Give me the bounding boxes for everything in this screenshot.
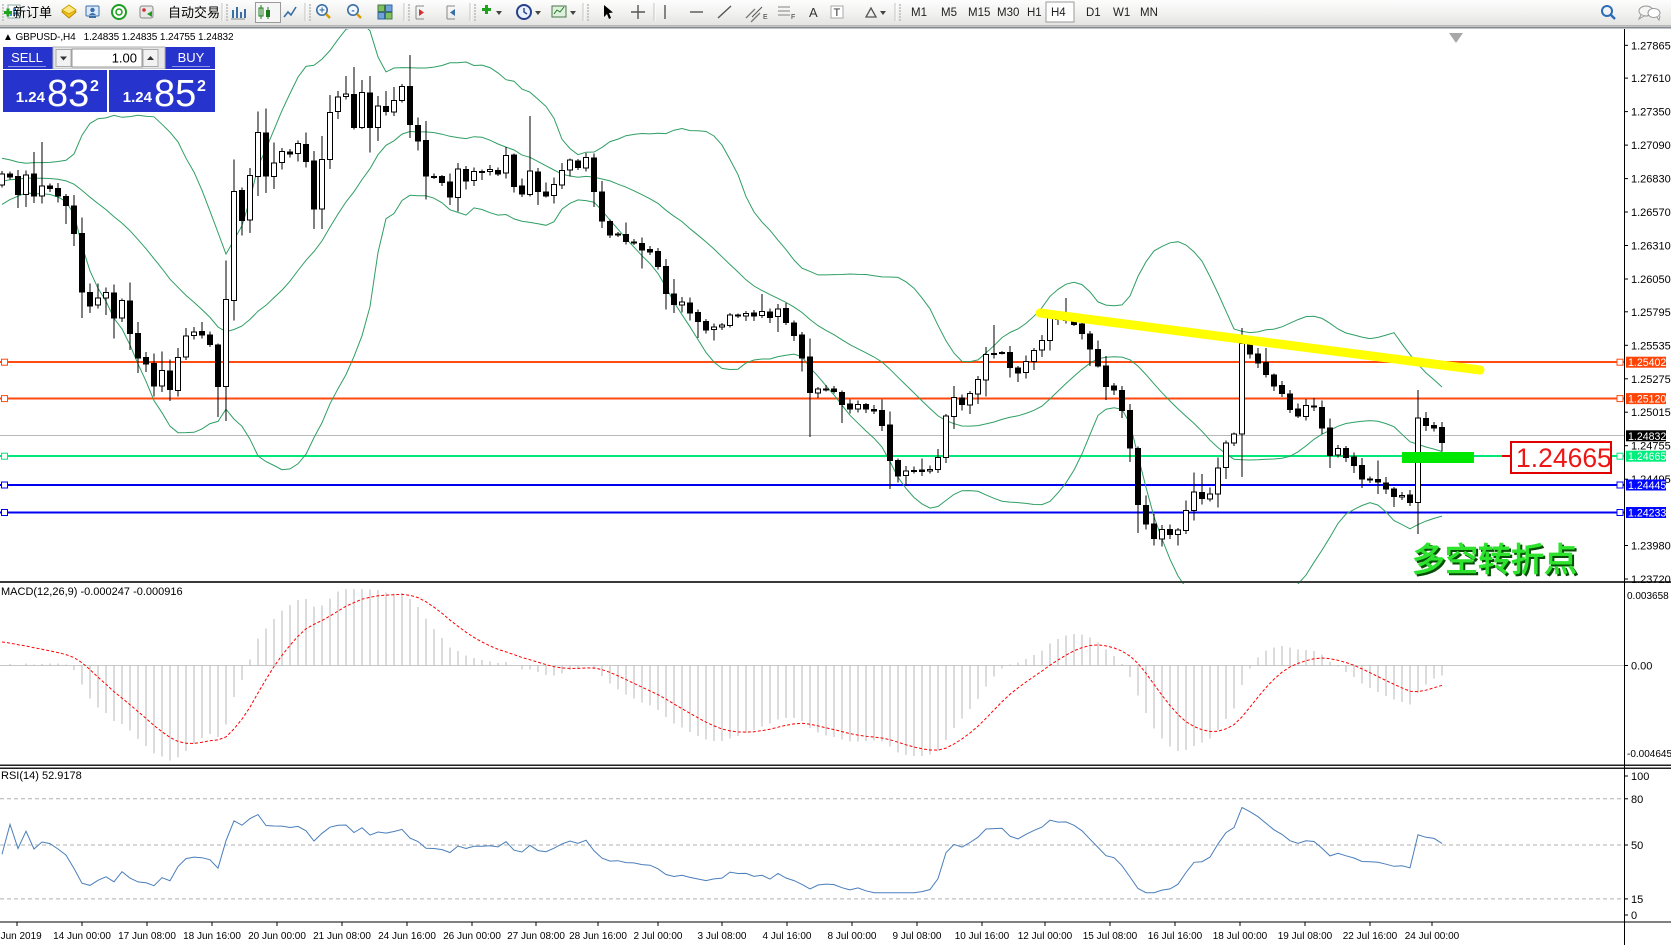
svg-text:1.25402: 1.25402 <box>1628 357 1666 369</box>
svg-text:1.26830: 1.26830 <box>1631 174 1671 186</box>
svg-text:M1: M1 <box>911 7 927 19</box>
svg-text:MN: MN <box>1140 7 1158 19</box>
svg-text:1.24755: 1.24755 <box>1631 441 1671 453</box>
svg-text:+: + <box>319 6 325 17</box>
svg-text:85: 85 <box>154 73 196 115</box>
svg-text:1.25015: 1.25015 <box>1631 407 1671 419</box>
svg-text:H4: H4 <box>1051 7 1066 19</box>
svg-text:M5: M5 <box>941 7 957 19</box>
svg-text:80: 80 <box>1631 794 1643 806</box>
svg-text:1.27865: 1.27865 <box>1631 40 1671 52</box>
svg-text:20 Jun 00:00: 20 Jun 00:00 <box>248 931 306 942</box>
svg-text:▲ GBPUSD-,H4 1.24835 1.24835: ▲ GBPUSD-,H4 1.24835 1.24835 1.24755 1.2… <box>3 32 234 43</box>
svg-text:1.27610: 1.27610 <box>1631 73 1671 85</box>
svg-text:3 Jul 08:00: 3 Jul 08:00 <box>698 931 747 942</box>
svg-text:8 Jul 00:00: 8 Jul 00:00 <box>828 931 877 942</box>
svg-text:24 Jun 16:00: 24 Jun 16:00 <box>378 931 436 942</box>
svg-text:2: 2 <box>90 78 99 95</box>
svg-text:1.26050: 1.26050 <box>1631 274 1671 286</box>
svg-text:1.23980: 1.23980 <box>1631 541 1671 553</box>
svg-text:M30: M30 <box>997 7 1019 19</box>
svg-text:M15: M15 <box>968 7 990 19</box>
svg-text:1.24445: 1.24445 <box>1628 480 1666 492</box>
svg-text:2 Jun 2019: 2 Jun 2019 <box>0 931 42 942</box>
svg-text:19 Jul 08:00: 19 Jul 08:00 <box>1278 931 1333 942</box>
svg-text:1.24: 1.24 <box>16 89 46 106</box>
svg-text:自动交易: 自动交易 <box>168 5 220 20</box>
svg-text:1.25795: 1.25795 <box>1631 307 1671 319</box>
svg-text:D1: D1 <box>1086 7 1101 19</box>
svg-text:1.26570: 1.26570 <box>1631 207 1671 219</box>
svg-text:50: 50 <box>1631 840 1643 852</box>
svg-text:15 Jul 08:00: 15 Jul 08:00 <box>1083 931 1138 942</box>
svg-text:0: 0 <box>1631 910 1637 922</box>
svg-text:17 Jun 08:00: 17 Jun 08:00 <box>118 931 176 942</box>
svg-text:9 Jul 08:00: 9 Jul 08:00 <box>893 931 942 942</box>
svg-text:SELL: SELL <box>11 50 43 65</box>
svg-text:1.24233: 1.24233 <box>1628 508 1666 520</box>
svg-text:1.24832: 1.24832 <box>1628 431 1666 443</box>
svg-text:0.003658: 0.003658 <box>1627 591 1669 602</box>
svg-text:BUY: BUY <box>178 50 205 65</box>
svg-text:28 Jun 16:00: 28 Jun 16:00 <box>569 931 627 942</box>
svg-text:1.27090: 1.27090 <box>1631 140 1671 152</box>
svg-text:2 Jul 00:00: 2 Jul 00:00 <box>634 931 683 942</box>
svg-text:1.24665: 1.24665 <box>1628 451 1666 463</box>
svg-text:1.25535: 1.25535 <box>1631 340 1671 352</box>
svg-text:E: E <box>763 14 768 21</box>
svg-text:0.00: 0.00 <box>1631 661 1652 673</box>
svg-text:10 Jul 16:00: 10 Jul 16:00 <box>955 931 1010 942</box>
svg-text:MACD(12,26,9) -0.000247 -0.000: MACD(12,26,9) -0.000247 -0.000916 <box>1 586 183 598</box>
svg-text:24 Jul 00:00: 24 Jul 00:00 <box>1405 931 1460 942</box>
svg-text:-: - <box>351 6 354 17</box>
svg-text:新订单: 新订单 <box>13 5 52 20</box>
svg-text:1.25120: 1.25120 <box>1628 394 1666 406</box>
svg-text:27 Jun 08:00: 27 Jun 08:00 <box>507 931 565 942</box>
svg-text:2: 2 <box>197 78 206 95</box>
svg-text:1.27350: 1.27350 <box>1631 107 1671 119</box>
svg-text:4 Jul 16:00: 4 Jul 16:00 <box>763 931 812 942</box>
svg-text:100: 100 <box>1631 771 1649 783</box>
svg-text:22 Jul 16:00: 22 Jul 16:00 <box>1343 931 1398 942</box>
svg-text:12 Jul 00:00: 12 Jul 00:00 <box>1018 931 1073 942</box>
svg-text:83: 83 <box>47 73 89 115</box>
svg-text:1.24665: 1.24665 <box>1516 443 1612 473</box>
svg-text:15: 15 <box>1631 894 1643 906</box>
svg-text:RSI(14) 52.9178: RSI(14) 52.9178 <box>1 770 82 782</box>
svg-text:21 Jun 08:00: 21 Jun 08:00 <box>313 931 371 942</box>
svg-text:T: T <box>834 7 841 19</box>
svg-text:1.23720: 1.23720 <box>1631 574 1671 586</box>
svg-text:1.25275: 1.25275 <box>1631 374 1671 386</box>
svg-text:H1: H1 <box>1027 7 1042 19</box>
svg-text:26 Jun 00:00: 26 Jun 00:00 <box>443 931 501 942</box>
svg-text:1.24: 1.24 <box>123 89 153 106</box>
svg-text:F: F <box>791 14 795 21</box>
svg-text:1.26310: 1.26310 <box>1631 241 1671 253</box>
svg-text:14 Jun 00:00: 14 Jun 00:00 <box>53 931 111 942</box>
svg-text:-0.004645: -0.004645 <box>1627 749 1671 760</box>
svg-text:W1: W1 <box>1113 7 1130 19</box>
svg-text:18 Jun 16:00: 18 Jun 16:00 <box>183 931 241 942</box>
svg-text:16 Jul 16:00: 16 Jul 16:00 <box>1148 931 1203 942</box>
svg-text:1.00: 1.00 <box>112 51 137 66</box>
svg-text:多空转折点: 多空转折点 <box>1412 541 1577 578</box>
svg-text:18 Jul 00:00: 18 Jul 00:00 <box>1213 931 1268 942</box>
svg-text:A: A <box>809 5 818 20</box>
